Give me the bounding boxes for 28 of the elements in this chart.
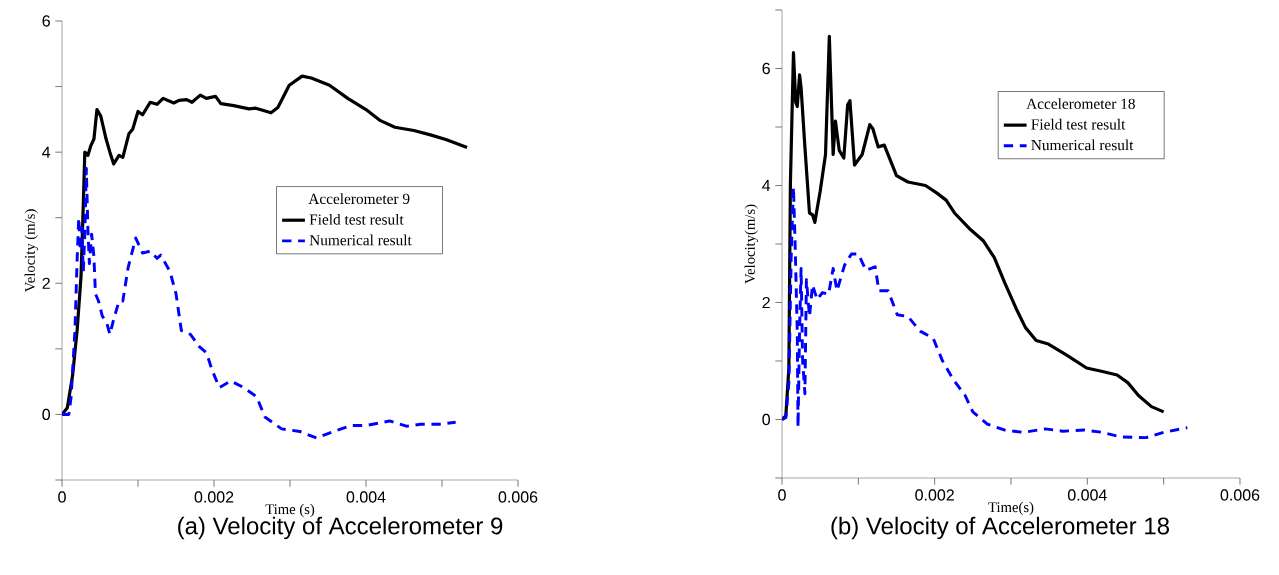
y-tick-label: 6	[762, 62, 770, 75]
text: (a) Velocity of Accelerometer 9	[178, 516, 503, 540]
legend-label: Numerical result	[309, 234, 412, 246]
x-tick-label: 0.004	[1067, 489, 1107, 501]
x-tick-label: 0.002	[194, 491, 234, 503]
legend-label: Field test result	[1031, 118, 1126, 130]
y-tick-label: 2	[42, 277, 50, 289]
y-axis-title: Velocity (m/s)	[24, 209, 38, 293]
line-series	[62, 167, 458, 440]
y-tick-label: 6	[42, 15, 50, 27]
x-axis-title: Time(s)	[988, 501, 1034, 516]
legend-title: Accelerometer 18	[1026, 98, 1135, 109]
x-tick-label: 0.002	[915, 489, 954, 501]
legend-label: Field test result	[309, 213, 404, 225]
x-tick-label: 0.006	[1220, 489, 1260, 501]
text: (b) Velocity of Accelerometer 18	[831, 516, 1169, 540]
legend-label: Numerical result	[1031, 139, 1134, 151]
y-tick-label: 0	[762, 413, 771, 426]
x-tick-label: 0	[778, 489, 786, 501]
x-tick-label: 0.006	[498, 491, 538, 503]
x-tick-label: 0.004	[346, 491, 386, 503]
x-tick-label: 0	[58, 491, 66, 503]
y-axis-title: Velocity(m/s)	[744, 204, 758, 284]
legend-title: Accelerometer 9	[308, 193, 410, 205]
y-tick-label: 2	[762, 296, 770, 309]
y-tick-label: 4	[42, 146, 51, 158]
y-tick-label: 4	[762, 180, 771, 191]
y-tick-label: 0	[42, 408, 51, 421]
